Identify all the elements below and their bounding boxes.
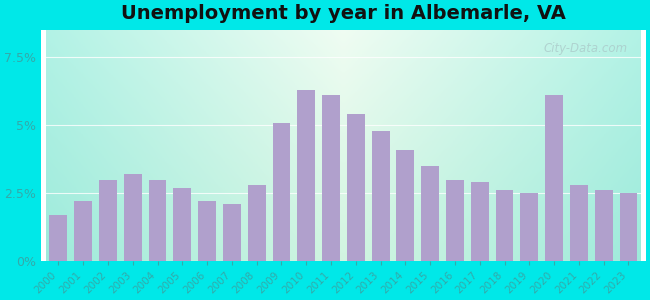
Title: Unemployment by year in Albemarle, VA: Unemployment by year in Albemarle, VA	[121, 4, 566, 23]
Bar	[272, 123, 291, 261]
Bar	[545, 95, 563, 261]
Bar	[99, 180, 117, 261]
Bar	[198, 201, 216, 261]
Bar	[49, 215, 68, 261]
Bar	[347, 115, 365, 261]
Bar	[297, 90, 315, 261]
Bar	[619, 193, 638, 261]
Bar	[471, 182, 489, 261]
Bar	[570, 185, 588, 261]
Bar	[446, 180, 464, 261]
Bar	[521, 193, 538, 261]
Bar	[396, 150, 414, 261]
Bar	[421, 166, 439, 261]
Bar	[372, 131, 389, 261]
Bar	[495, 190, 514, 261]
Bar	[223, 204, 240, 261]
Bar	[595, 190, 612, 261]
Bar	[322, 95, 340, 261]
Bar	[174, 188, 191, 261]
Bar	[149, 180, 166, 261]
Bar	[248, 185, 266, 261]
Bar	[74, 201, 92, 261]
Text: City-Data.com: City-Data.com	[543, 42, 628, 55]
Bar	[124, 174, 142, 261]
